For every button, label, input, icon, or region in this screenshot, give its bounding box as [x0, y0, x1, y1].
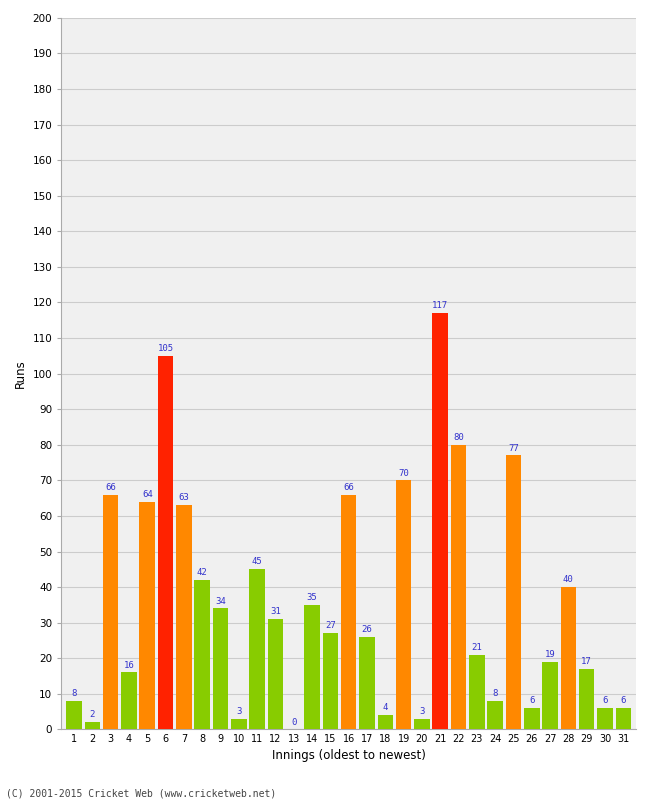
Bar — [616, 708, 631, 730]
Bar — [231, 718, 246, 730]
Text: 66: 66 — [343, 482, 354, 492]
Text: 6: 6 — [529, 696, 534, 705]
Text: 35: 35 — [307, 593, 317, 602]
Text: 3: 3 — [236, 707, 242, 716]
Bar — [396, 480, 411, 730]
Text: 31: 31 — [270, 607, 281, 616]
Bar — [414, 718, 430, 730]
Text: 19: 19 — [545, 650, 556, 659]
Text: 17: 17 — [581, 657, 592, 666]
Text: 70: 70 — [398, 469, 409, 478]
Bar — [250, 570, 265, 730]
Bar — [359, 637, 375, 730]
Bar — [488, 701, 503, 730]
Text: 8: 8 — [72, 689, 77, 698]
Bar — [506, 455, 521, 730]
Bar — [213, 609, 228, 730]
Text: 16: 16 — [124, 661, 135, 670]
Text: 105: 105 — [157, 344, 174, 353]
Bar — [140, 502, 155, 730]
Bar — [121, 673, 136, 730]
Text: 66: 66 — [105, 482, 116, 492]
Text: 8: 8 — [493, 689, 498, 698]
Text: 42: 42 — [197, 568, 207, 577]
Bar — [322, 634, 338, 730]
Bar — [158, 356, 174, 730]
Text: (C) 2001-2015 Cricket Web (www.cricketweb.net): (C) 2001-2015 Cricket Web (www.cricketwe… — [6, 788, 277, 798]
Y-axis label: Runs: Runs — [14, 359, 27, 388]
Text: 0: 0 — [291, 718, 296, 726]
Bar — [450, 445, 466, 730]
Bar — [378, 715, 393, 730]
Text: 40: 40 — [563, 575, 574, 584]
Bar — [579, 669, 595, 730]
Bar — [341, 494, 356, 730]
Bar — [524, 708, 539, 730]
X-axis label: Innings (oldest to newest): Innings (oldest to newest) — [272, 749, 426, 762]
Bar — [66, 701, 82, 730]
Bar — [268, 619, 283, 730]
Text: 3: 3 — [419, 707, 424, 716]
Text: 63: 63 — [179, 494, 189, 502]
Text: 45: 45 — [252, 558, 263, 566]
Text: 6: 6 — [621, 696, 626, 705]
Text: 64: 64 — [142, 490, 153, 499]
Text: 27: 27 — [325, 622, 336, 630]
Bar — [84, 722, 100, 730]
Text: 80: 80 — [453, 433, 464, 442]
Text: 21: 21 — [471, 643, 482, 652]
Bar — [542, 662, 558, 730]
Bar — [103, 494, 118, 730]
Bar — [560, 587, 576, 730]
Bar — [597, 708, 613, 730]
Bar — [304, 605, 320, 730]
Text: 117: 117 — [432, 302, 448, 310]
Text: 2: 2 — [90, 710, 95, 719]
Text: 4: 4 — [383, 703, 388, 712]
Bar — [432, 313, 448, 730]
Bar — [176, 506, 192, 730]
Text: 77: 77 — [508, 444, 519, 453]
Text: 26: 26 — [361, 625, 372, 634]
Text: 34: 34 — [215, 597, 226, 606]
Bar — [469, 654, 485, 730]
Bar — [194, 580, 210, 730]
Text: 6: 6 — [603, 696, 608, 705]
